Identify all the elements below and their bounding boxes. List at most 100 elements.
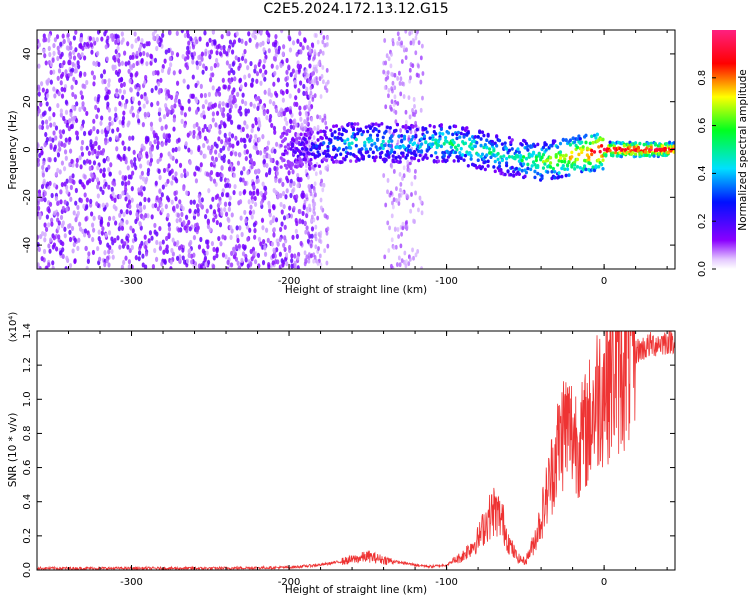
y-tick-label: -20	[22, 189, 33, 205]
noise-cell	[120, 238, 124, 244]
noise-cell	[122, 81, 126, 88]
noise-cell	[285, 88, 289, 95]
noise-cell	[133, 31, 137, 37]
noise-cell	[85, 110, 89, 117]
noise-cell	[70, 84, 74, 90]
noise-cell	[204, 65, 208, 72]
noise-cell	[119, 82, 124, 88]
noise-cell	[410, 192, 413, 197]
noise-cell	[106, 242, 110, 248]
noise-cell	[197, 146, 201, 153]
noise-cell	[132, 149, 136, 155]
noise-cell	[160, 141, 165, 148]
noise-cell	[321, 117, 325, 123]
noise-cell	[170, 180, 174, 186]
ridge-cell	[577, 152, 581, 157]
noise-cell	[60, 86, 64, 92]
noise-cell	[282, 125, 286, 131]
noise-cell	[102, 158, 107, 164]
ridge-cell	[531, 150, 536, 155]
noise-cell	[219, 147, 223, 154]
ridge-cell	[370, 143, 374, 147]
noise-cell	[51, 265, 55, 269]
noise-cell	[117, 226, 121, 232]
noise-cell	[161, 184, 165, 190]
noise-cell	[398, 81, 402, 86]
noise-cell	[217, 235, 221, 242]
noise-cell	[105, 202, 109, 208]
ridge-cell	[458, 150, 462, 155]
noise-cell	[390, 263, 393, 269]
noise-cell	[170, 199, 174, 205]
ridge-cell	[462, 158, 466, 162]
ridge-cell	[551, 166, 555, 171]
noise-cell	[68, 161, 72, 168]
ridge-cell	[380, 143, 384, 148]
noise-cell	[74, 30, 78, 35]
ridge-cell	[394, 128, 398, 133]
noise-cell	[105, 56, 109, 62]
noise-cell	[56, 75, 60, 81]
noise-cell	[114, 135, 119, 141]
noise-cell	[120, 225, 125, 231]
noise-cell	[75, 135, 80, 141]
noise-cell	[102, 69, 107, 75]
noise-cell	[178, 69, 182, 75]
ridge-cell	[526, 144, 530, 148]
ridge-cell	[592, 150, 597, 154]
ridge-cell	[428, 123, 432, 128]
noise-cell	[189, 199, 193, 205]
noise-cell	[54, 135, 58, 141]
ridge-cell	[580, 150, 584, 155]
noise-cell	[289, 71, 293, 78]
noise-cell	[153, 247, 157, 254]
ridge-cell	[507, 135, 512, 140]
noise-cell	[395, 186, 398, 192]
noise-cell	[322, 35, 326, 40]
noise-cell	[47, 45, 51, 52]
noise-cell	[203, 123, 207, 130]
noise-cell	[128, 78, 132, 84]
ridge-cell	[374, 145, 378, 149]
noise-cell	[384, 104, 388, 110]
noise-cell	[400, 258, 404, 264]
noise-cell	[199, 162, 203, 168]
ridge-cell	[575, 165, 580, 169]
noise-cell	[398, 262, 402, 268]
noise-cell	[220, 191, 225, 198]
noise-cell	[408, 67, 412, 73]
ridge-cell	[672, 141, 675, 145]
noise-cell	[324, 120, 328, 126]
noise-cell	[140, 170, 144, 176]
noise-cell	[127, 199, 132, 205]
noise-cell	[90, 173, 94, 179]
ridge-cell	[444, 135, 448, 140]
noise-cell	[176, 240, 180, 246]
noise-cell	[266, 37, 270, 43]
ridge-cell	[346, 137, 350, 142]
noise-cell	[83, 71, 87, 77]
noise-cell	[228, 131, 232, 137]
noise-cell	[274, 48, 279, 54]
noise-cell	[319, 205, 323, 211]
noise-cell	[199, 83, 203, 89]
noise-cell	[62, 166, 67, 172]
noise-cell	[180, 30, 184, 34]
noise-cell	[253, 259, 258, 265]
noise-cell	[107, 78, 111, 84]
noise-cell	[144, 251, 149, 257]
noise-cell	[267, 87, 271, 93]
noise-cell	[195, 39, 199, 45]
noise-cell	[196, 135, 200, 141]
noise-cell	[101, 189, 105, 195]
noise-cell	[145, 153, 149, 159]
noise-cell	[303, 250, 307, 256]
noise-cell	[111, 65, 116, 72]
noise-cell	[298, 110, 302, 117]
ridge-cell	[341, 147, 346, 152]
noise-cell	[154, 85, 158, 91]
noise-cell	[278, 236, 282, 243]
ridge-cell	[455, 136, 459, 141]
noise-cell	[171, 237, 175, 243]
noise-cell	[254, 120, 258, 126]
